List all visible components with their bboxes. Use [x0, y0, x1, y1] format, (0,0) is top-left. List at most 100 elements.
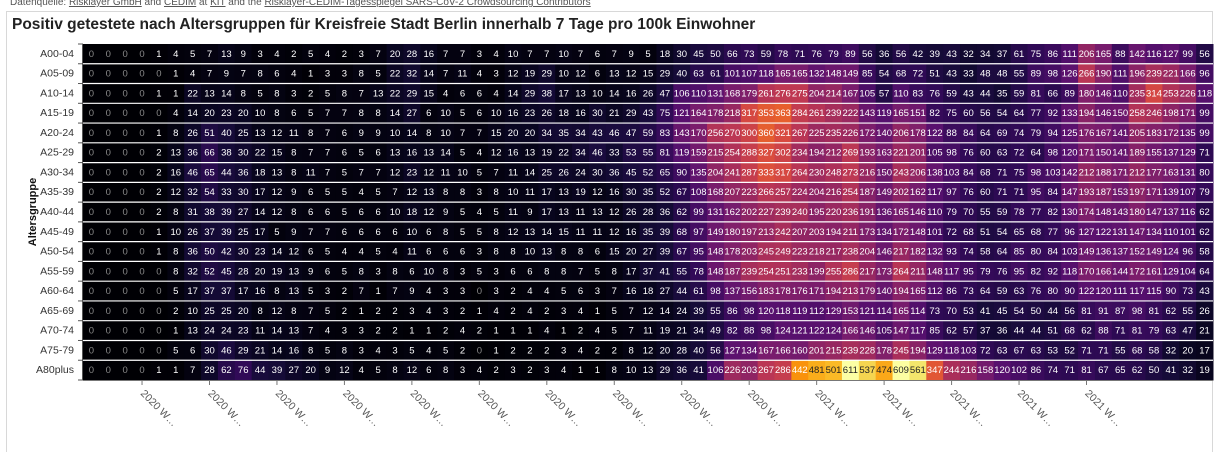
heatmap-cell — [201, 83, 219, 104]
cell-value-label: 147 — [893, 326, 909, 337]
cell-value-label: 7 — [628, 326, 633, 337]
cell-value-label: 2 — [156, 148, 161, 159]
heatmap-cell — [99, 123, 118, 144]
heatmap-cell — [841, 182, 860, 203]
heatmap-cell — [892, 44, 910, 65]
heatmap-cell — [1010, 162, 1028, 183]
cell-value-label: 106 — [708, 365, 724, 376]
cell-value-label: 44 — [255, 365, 266, 376]
heatmap-cell — [83, 202, 101, 223]
heatmap-cell — [774, 202, 792, 223]
cell-value-label: 45 — [693, 49, 704, 60]
heatmap-cell — [1162, 103, 1180, 124]
cell-value-label: 4 — [527, 306, 532, 317]
heatmap-cell — [437, 182, 455, 203]
cell-value-label: 8 — [578, 247, 583, 258]
heatmap-cell — [1094, 63, 1113, 85]
heatmap-cell — [791, 221, 809, 243]
heatmap-cell — [217, 44, 236, 65]
heatmap-cell — [420, 162, 438, 183]
source-link-contributors[interactable]: Risklayer-CEDIM-Tagesspiegel SARS-CoV-2 … — [264, 0, 591, 8]
cell-value-label: 0 — [123, 326, 128, 337]
y-tick-label: A30-34 — [40, 166, 74, 178]
cell-value-label: 13 — [289, 266, 300, 277]
cell-value-label: 6 — [359, 227, 364, 238]
heatmap-cell — [1196, 202, 1214, 223]
heatmap-cell — [605, 162, 624, 183]
heatmap-cell — [437, 103, 455, 124]
heatmap-cell — [943, 123, 961, 144]
heatmap-cell — [369, 63, 388, 85]
cell-value-label: 84 — [1047, 247, 1058, 258]
cell-value-label: 140 — [876, 128, 892, 139]
cell-value-label: 8 — [274, 88, 279, 99]
cell-value-label: 173 — [876, 266, 892, 277]
heatmap-cell — [437, 221, 455, 243]
cell-value-label: 5 — [308, 108, 313, 119]
source-link-cedim[interactable]: CEDIM — [163, 0, 197, 8]
cell-value-label: 2 — [392, 326, 397, 337]
cell-value-label: 0 — [123, 88, 128, 99]
cell-value-label: 14 — [390, 108, 401, 119]
heatmap-cell — [386, 63, 404, 85]
cell-value-label: 206 — [910, 167, 926, 178]
cell-value-label: 3 — [325, 286, 330, 297]
cell-value-label: 0 — [139, 227, 144, 238]
cell-value-label: 21 — [676, 326, 687, 337]
cell-value-label: 76 — [963, 187, 974, 198]
cell-value-label: 6 — [308, 247, 313, 258]
cell-value-label: 39 — [693, 306, 704, 317]
cell-value-label: 34 — [575, 128, 586, 139]
cell-value-label: 5 — [308, 286, 313, 297]
cell-value-label: 15 — [423, 88, 434, 99]
heatmap-cell — [470, 103, 489, 124]
cell-value-label: 149 — [842, 69, 858, 80]
cell-value-label: 122 — [1079, 286, 1095, 297]
cell-value-label: 7 — [359, 286, 364, 297]
cell-value-label: 267 — [758, 365, 774, 376]
cell-value-label: 54 — [997, 108, 1008, 119]
cell-value-label: 28 — [238, 266, 249, 277]
cell-value-label: 212 — [826, 148, 842, 159]
cell-value-label: 5 — [274, 227, 279, 238]
heatmap-cell — [1027, 142, 1045, 164]
cell-value-label: 131 — [708, 207, 724, 218]
heatmap-cell — [1145, 202, 1163, 223]
cell-value-label: 65 — [204, 167, 215, 178]
heatmap-cell — [690, 44, 708, 65]
cell-value-label: 32 — [187, 266, 198, 277]
cell-value-label: 168 — [708, 187, 724, 198]
heatmap-cell — [470, 142, 489, 164]
cell-value-label: 8 — [494, 187, 499, 198]
cell-value-label: 12 — [339, 365, 350, 376]
heatmap-cell — [251, 221, 270, 243]
cell-value-label: 53 — [1047, 345, 1058, 356]
source-link-risklayer[interactable]: Risklayer GmbH — [68, 0, 142, 8]
heatmap-cell — [116, 83, 135, 104]
cell-value-label: 3 — [595, 286, 600, 297]
source-link-kit[interactable]: KIT — [210, 0, 226, 8]
heatmap-cell — [825, 44, 843, 65]
cell-value-label: 3 — [291, 88, 296, 99]
heatmap-cell — [976, 83, 995, 104]
cell-value-label: 6 — [274, 69, 279, 80]
heatmap-cell — [285, 202, 303, 223]
y-tick-label: A35-39 — [40, 186, 74, 198]
cell-value-label: 35 — [997, 88, 1008, 99]
cell-value-label: 146 — [910, 207, 926, 218]
heatmap-cell — [1179, 182, 1197, 203]
cell-value-label: 110 — [893, 88, 908, 99]
cell-value-label: 66 — [727, 49, 738, 60]
cell-value-label: 7 — [325, 108, 330, 119]
cell-value-label: 40 — [221, 128, 232, 139]
heatmap-cell — [335, 202, 354, 223]
cell-value-label: 52 — [1064, 345, 1075, 356]
cell-value-label: 85 — [1014, 247, 1025, 258]
cell-value-label: 9 — [443, 207, 448, 218]
heatmap-cell — [740, 123, 759, 144]
cell-value-label: 178 — [724, 247, 740, 258]
heatmap-cell — [622, 103, 641, 124]
heatmap-cell — [723, 63, 742, 85]
cell-value-label: 8 — [359, 69, 364, 80]
cell-value-label: 4 — [342, 247, 347, 258]
